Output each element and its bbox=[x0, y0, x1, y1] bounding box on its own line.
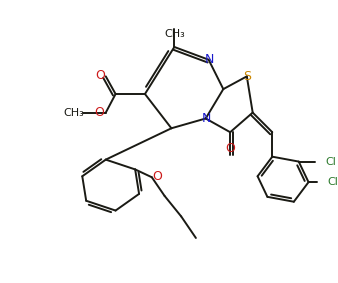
Text: Cl: Cl bbox=[327, 177, 338, 187]
Text: S: S bbox=[243, 70, 251, 83]
Text: N: N bbox=[202, 112, 211, 125]
Text: O: O bbox=[152, 170, 162, 183]
Text: CH₃: CH₃ bbox=[164, 29, 185, 39]
Text: Cl: Cl bbox=[325, 156, 336, 167]
Text: O: O bbox=[95, 69, 105, 82]
Text: O: O bbox=[94, 106, 104, 119]
Text: O: O bbox=[225, 142, 235, 155]
Text: N: N bbox=[205, 53, 214, 66]
Text: CH₃: CH₃ bbox=[63, 108, 84, 118]
